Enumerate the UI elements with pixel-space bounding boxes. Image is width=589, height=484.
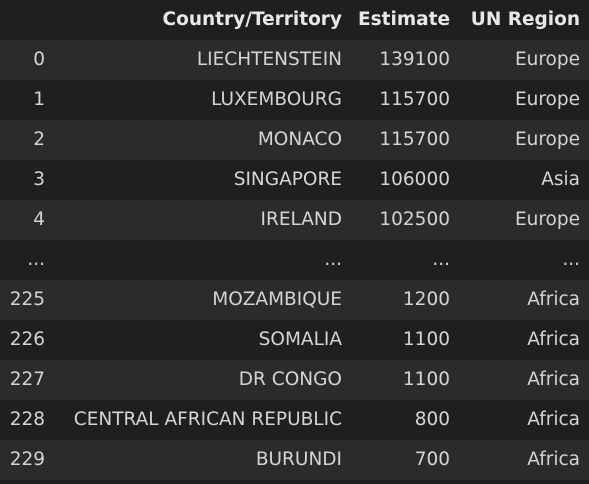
table-row: 226 SOMALIA 1100 Africa [0, 320, 589, 360]
cell-estimate: 115700 [351, 120, 459, 160]
cell-region: Europe [459, 40, 589, 80]
row-index: 225 [0, 280, 58, 320]
cell-estimate: 139100 [351, 40, 459, 80]
row-index: 4 [0, 200, 58, 240]
table-row: 229 BURUNDI 700 Africa [0, 440, 589, 480]
table-row: 2 MONACO 115700 Europe [0, 120, 589, 160]
ellipsis-row: ... ... ... ... [0, 240, 589, 280]
table-row: 228 CENTRAL AFRICAN REPUBLIC 800 Africa [0, 400, 589, 440]
cell-estimate: 800 [351, 400, 459, 440]
table-row: 1 LUXEMBOURG 115700 Europe [0, 80, 589, 120]
column-header-country: Country/Territory [58, 0, 351, 40]
cell-country: SOMALIA [58, 320, 351, 360]
cell-estimate: 106000 [351, 160, 459, 200]
cell-estimate: 102500 [351, 200, 459, 240]
table-header: Country/Territory Estimate UN Region [0, 0, 589, 40]
cell-region: Africa [459, 360, 589, 400]
row-index: 226 [0, 320, 58, 360]
row-index: 3 [0, 160, 58, 200]
table-row: 225 MOZAMBIQUE 1200 Africa [0, 280, 589, 320]
table-row: 0 LIECHTENSTEIN 139100 Europe [0, 40, 589, 80]
row-index: 227 [0, 360, 58, 400]
row-index: 228 [0, 400, 58, 440]
cell-country: MOZAMBIQUE [58, 280, 351, 320]
cell-country: LIECHTENSTEIN [58, 40, 351, 80]
cell-country: CENTRAL AFRICAN REPUBLIC [58, 400, 351, 440]
cell-country: MONACO [58, 120, 351, 160]
row-index: 1 [0, 80, 58, 120]
cell-estimate: ... [351, 240, 459, 280]
column-header-region: UN Region [459, 0, 589, 40]
row-index: ... [0, 240, 58, 280]
cell-region: Africa [459, 320, 589, 360]
header-row: Country/Territory Estimate UN Region [0, 0, 589, 40]
table-row: 3 SINGAPORE 106000 Asia [0, 160, 589, 200]
table-row: 227 DR CONGO 1100 Africa [0, 360, 589, 400]
cell-region: ... [459, 240, 589, 280]
row-index: 2 [0, 120, 58, 160]
cell-region: Europe [459, 80, 589, 120]
row-index: 229 [0, 440, 58, 480]
cell-country: SINGAPORE [58, 160, 351, 200]
cell-region: Europe [459, 120, 589, 160]
cell-country: BURUNDI [58, 440, 351, 480]
table-body: 0 LIECHTENSTEIN 139100 Europe 1 LUXEMBOU… [0, 40, 589, 480]
cell-country: LUXEMBOURG [58, 80, 351, 120]
cell-country: DR CONGO [58, 360, 351, 400]
cell-country: IRELAND [58, 200, 351, 240]
cell-estimate: 1200 [351, 280, 459, 320]
cell-country: ... [58, 240, 351, 280]
row-index: 0 [0, 40, 58, 80]
index-column-header [0, 0, 58, 40]
cell-estimate: 1100 [351, 320, 459, 360]
column-header-estimate: Estimate [351, 0, 459, 40]
cell-region: Europe [459, 200, 589, 240]
cell-region: Africa [459, 280, 589, 320]
cell-estimate: 700 [351, 440, 459, 480]
table-row: 4 IRELAND 102500 Europe [0, 200, 589, 240]
cell-estimate: 115700 [351, 80, 459, 120]
cell-estimate: 1100 [351, 360, 459, 400]
cell-region: Asia [459, 160, 589, 200]
cell-region: Africa [459, 400, 589, 440]
cell-region: Africa [459, 440, 589, 480]
